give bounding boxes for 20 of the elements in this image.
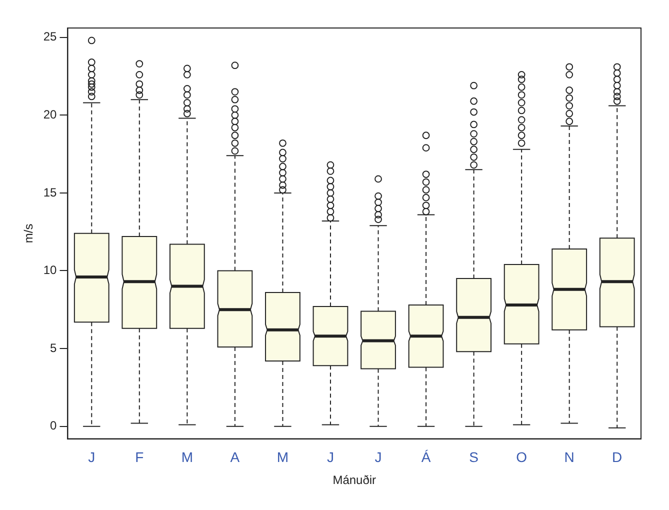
x-tick-label: J	[374, 449, 382, 466]
x-axis-title: Mánuðir	[332, 473, 376, 488]
x-tick-label: Á	[421, 449, 432, 466]
y-tick-label: 0	[50, 418, 58, 433]
y-tick-label: 25	[43, 30, 58, 44]
y-tick-label: 15	[43, 185, 58, 200]
x-tick-label: J	[88, 449, 96, 466]
x-tick-label: N	[564, 449, 574, 466]
y-axis-title: m/s	[22, 224, 36, 244]
y-tick-label: 10	[43, 263, 58, 278]
x-tick-label: A	[230, 449, 240, 466]
x-tick-label: F	[135, 449, 144, 466]
x-tick-label: S	[469, 449, 478, 466]
x-tick-label: M	[276, 449, 289, 466]
x-tick-label: D	[612, 449, 622, 466]
x-tick-label: M	[181, 449, 194, 466]
y-tick-label: 20	[43, 107, 58, 122]
x-tick-label: J	[326, 449, 334, 466]
x-tick-label: O	[516, 449, 528, 466]
y-tick-label: 5	[50, 340, 58, 355]
